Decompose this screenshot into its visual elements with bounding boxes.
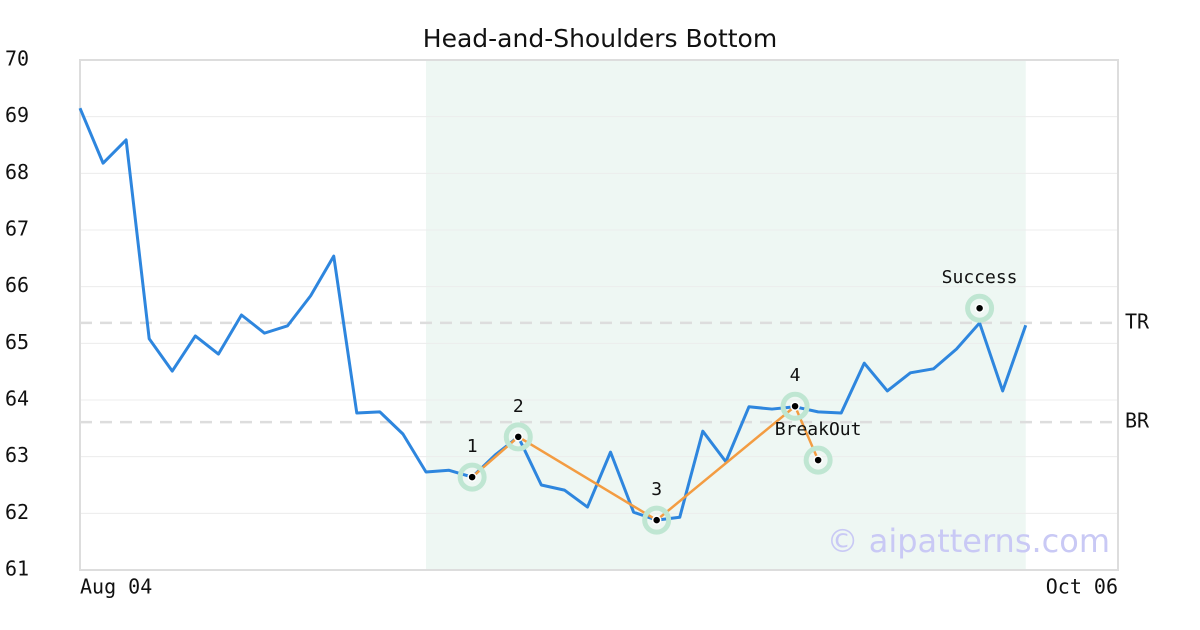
pattern-point-halo (457, 462, 487, 492)
pattern-label: 4 (790, 365, 801, 386)
y-tick-label: 70 (5, 47, 29, 71)
pattern-label: 2 (513, 396, 524, 417)
level-label: BR (1125, 409, 1150, 433)
pattern-point (974, 303, 985, 313)
pattern-point-halo (803, 445, 833, 475)
pattern-point (513, 432, 524, 442)
y-tick-label: 62 (5, 500, 29, 524)
watermark: © aipatterns.com (827, 522, 1110, 560)
x-tick-label: Oct 06 (1046, 575, 1118, 599)
x-tick-label: Aug 04 (80, 575, 152, 599)
pattern-label: 3 (651, 479, 662, 500)
pattern-point-halo (503, 422, 533, 452)
pattern-point (467, 472, 477, 482)
plot-frame (79, 59, 1119, 571)
pattern-label: 1 (467, 436, 478, 457)
pattern-point (813, 455, 823, 465)
pattern-point (790, 401, 800, 411)
pattern-label: Success (942, 267, 1018, 288)
y-tick-label: 67 (5, 217, 29, 241)
pattern-point-halo (965, 293, 995, 323)
pattern-region (426, 60, 1026, 570)
level-label: TR (1125, 309, 1150, 333)
pattern-point-halo (780, 391, 810, 421)
y-tick-label: 69 (5, 103, 29, 127)
pattern-point-halo (642, 505, 672, 535)
y-tick-label: 66 (5, 273, 29, 297)
y-tick-label: 68 (5, 160, 29, 184)
y-tick-label: 64 (5, 387, 29, 411)
chart-title: Head-and-Shoulders Bottom (423, 24, 777, 53)
y-tick-label: 61 (5, 557, 29, 581)
y-tick-label: 65 (5, 330, 29, 354)
pattern-label: BreakOut (775, 419, 862, 440)
price-line (78, 107, 1028, 522)
pattern-point (651, 515, 662, 525)
y-tick-label: 63 (5, 443, 29, 467)
